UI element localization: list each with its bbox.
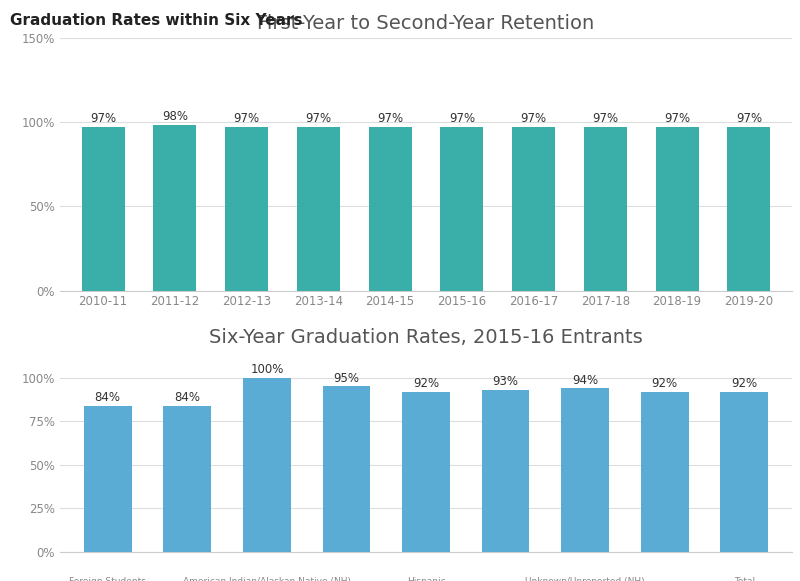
Text: 95%: 95% bbox=[334, 372, 359, 385]
Text: 97%: 97% bbox=[306, 112, 331, 124]
Text: 84%: 84% bbox=[94, 391, 121, 404]
Bar bbox=[84, 406, 132, 552]
Text: 93%: 93% bbox=[493, 375, 518, 389]
Text: 92%: 92% bbox=[413, 377, 439, 390]
Title: Six-Year Graduation Rates, 2015-16 Entrants: Six-Year Graduation Rates, 2015-16 Entra… bbox=[209, 328, 643, 347]
Text: 97%: 97% bbox=[234, 112, 260, 124]
Bar bbox=[512, 127, 555, 290]
Bar bbox=[402, 392, 450, 552]
Text: 97%: 97% bbox=[521, 112, 546, 124]
Bar bbox=[154, 125, 196, 290]
Bar bbox=[163, 406, 211, 552]
Text: 97%: 97% bbox=[449, 112, 475, 124]
Bar bbox=[720, 392, 768, 552]
Bar bbox=[656, 127, 698, 290]
Text: 92%: 92% bbox=[652, 377, 678, 390]
Bar bbox=[641, 392, 689, 552]
Bar bbox=[297, 127, 340, 290]
Text: Unknown/Unreported (NH): Unknown/Unreported (NH) bbox=[526, 577, 645, 581]
Text: 97%: 97% bbox=[664, 112, 690, 124]
Text: 84%: 84% bbox=[174, 391, 200, 404]
Text: 97%: 97% bbox=[592, 112, 618, 124]
Text: Total: Total bbox=[734, 577, 755, 581]
Text: Hispanic: Hispanic bbox=[406, 577, 446, 581]
Text: 97%: 97% bbox=[90, 112, 116, 124]
Text: 92%: 92% bbox=[731, 377, 758, 390]
Text: 98%: 98% bbox=[162, 110, 188, 123]
Title: First-Year to Second-Year Retention: First-Year to Second-Year Retention bbox=[258, 15, 594, 34]
Bar bbox=[562, 388, 609, 552]
Text: 94%: 94% bbox=[572, 374, 598, 387]
Text: 97%: 97% bbox=[377, 112, 403, 124]
Bar bbox=[440, 127, 483, 290]
Bar bbox=[369, 127, 412, 290]
Text: 97%: 97% bbox=[736, 112, 762, 124]
Bar bbox=[225, 127, 268, 290]
Text: Graduation Rates within Six Years: Graduation Rates within Six Years bbox=[10, 13, 302, 28]
Bar bbox=[82, 127, 125, 290]
Bar bbox=[322, 386, 370, 552]
Text: 100%: 100% bbox=[250, 363, 283, 376]
Text: American Indian/Alaskan Native (NH): American Indian/Alaskan Native (NH) bbox=[183, 577, 351, 581]
Bar bbox=[482, 390, 530, 552]
Bar bbox=[727, 127, 770, 290]
Text: Foreign Students: Foreign Students bbox=[70, 577, 146, 581]
Bar bbox=[243, 378, 290, 552]
Bar bbox=[584, 127, 627, 290]
